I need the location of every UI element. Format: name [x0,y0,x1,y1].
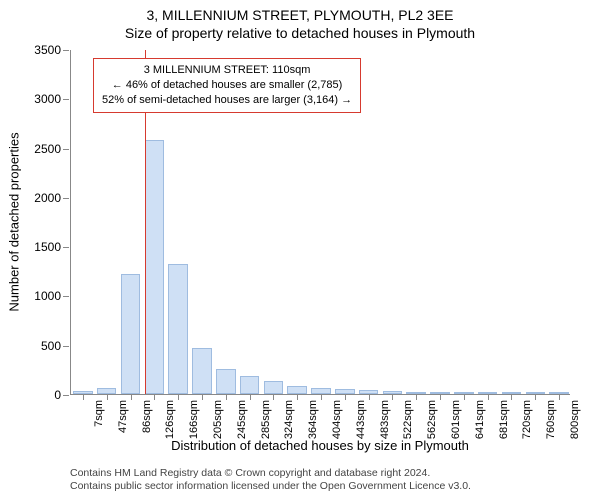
annotation-line2: ← 46% of detached houses are smaller (2,… [102,78,352,93]
histogram-bar [121,274,141,394]
x-tick-label: 720sqm [517,400,533,440]
histogram-bar [97,388,117,394]
y-tick-label: 0 [54,388,71,402]
footer-line1: Contains HM Land Registry data © Crown c… [70,467,471,481]
x-tick-label: 324sqm [279,400,295,440]
footer-line2: Contains public sector information licen… [70,480,471,494]
x-tick-label: 166sqm [184,400,200,440]
y-tick-label: 1500 [34,240,71,254]
x-tick-label: 800sqm [565,400,581,440]
x-tick-label: 7sqm [89,400,105,440]
x-tick [440,394,441,400]
x-tick [178,394,179,400]
x-tick-label: 483sqm [375,400,391,440]
histogram-bar [549,392,569,394]
x-tick-label: 86sqm [137,400,153,440]
histogram-bar [73,391,93,394]
histogram-bar [526,392,546,394]
x-tick [321,394,322,400]
x-tick-label: 285sqm [256,400,272,440]
x-tick-label: 522sqm [398,400,414,440]
x-tick-label: 760sqm [541,400,557,440]
x-tick [107,394,108,400]
x-tick [250,394,251,400]
x-tick-label: 404sqm [327,400,343,440]
y-tick-label: 3000 [34,92,71,106]
x-tick [464,394,465,400]
histogram-bar [240,376,260,394]
histogram-bar [287,386,307,394]
x-tick-label: 601sqm [446,400,462,440]
annotation-box: 3 MILLENNIUM STREET: 110sqm ← 46% of det… [93,58,361,113]
histogram-bar [145,140,165,394]
y-axis-label: Number of detached properties [7,132,22,311]
histogram-bar [430,392,450,394]
x-tick [345,394,346,400]
x-tick [83,394,84,400]
x-tick [202,394,203,400]
x-tick [273,394,274,400]
y-tick-label: 2000 [34,191,71,205]
x-tick [297,394,298,400]
x-tick [559,394,560,400]
x-tick-label: 562sqm [422,400,438,440]
x-tick [535,394,536,400]
y-tick-label: 2500 [34,142,71,156]
y-tick-label: 500 [41,339,71,353]
x-tick [226,394,227,400]
histogram-bar [359,390,379,394]
annotation-line3: 52% of semi-detached houses are larger (… [102,93,352,108]
x-tick-label: 47sqm [113,400,129,440]
histogram-bar [502,392,522,394]
plot-area: 05001000150020002500300035007sqm47sqm86s… [70,50,570,395]
chart-footer: Contains HM Land Registry data © Crown c… [70,467,471,494]
annotation-line1: 3 MILLENNIUM STREET: 110sqm [102,63,352,78]
chart-title-sub: Size of property relative to detached ho… [0,24,600,42]
histogram-bar [406,392,426,394]
y-tick-label: 3500 [34,43,71,57]
histogram-bar [168,264,188,394]
x-tick [488,394,489,400]
histogram-bar [216,369,236,394]
x-tick [416,394,417,400]
x-tick-label: 205sqm [208,400,224,440]
x-tick [131,394,132,400]
x-tick-label: 364sqm [303,400,319,440]
x-tick-label: 126sqm [160,400,176,440]
x-tick-label: 245sqm [232,400,248,440]
histogram-bar [335,389,355,394]
histogram-bar [311,388,331,394]
histogram-bar [383,391,403,394]
histogram-bar [264,381,284,394]
chart-title-main: 3, MILLENNIUM STREET, PLYMOUTH, PL2 3EE [0,0,600,24]
x-tick [369,394,370,400]
histogram-bar [192,348,212,394]
histogram-bar [478,392,498,394]
x-tick-label: 641sqm [470,400,486,440]
x-tick [511,394,512,400]
chart-container: 3, MILLENNIUM STREET, PLYMOUTH, PL2 3EE … [0,0,600,500]
x-axis-label: Distribution of detached houses by size … [171,438,469,453]
x-tick [392,394,393,400]
histogram-bar [454,392,474,394]
x-tick-label: 443sqm [351,400,367,440]
y-tick-label: 1000 [34,289,71,303]
x-tick-label: 681sqm [494,400,510,440]
x-tick [154,394,155,400]
